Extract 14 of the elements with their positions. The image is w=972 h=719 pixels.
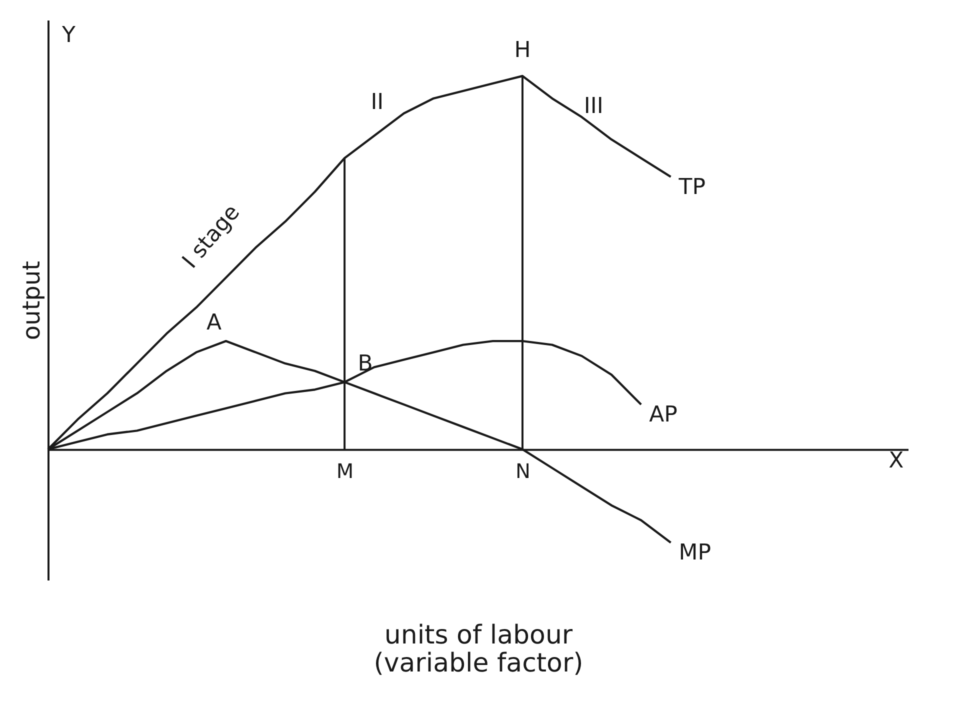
series-label: TP [678,174,706,200]
annotation: A [206,310,222,336]
x-tick-label: N [516,458,530,483]
y-axis-title: output [18,260,46,340]
annotation: II [370,90,384,116]
annotation: III [584,94,604,119]
x-axis-title: units of labour (variable factor) [374,620,584,678]
text: X [888,448,904,474]
series-label: AP [649,402,678,428]
x-tick-label: M [336,458,354,483]
text: Y [61,22,76,48]
text: H [514,38,531,63]
series-label: MP [678,540,712,566]
annotation: B [358,351,373,376]
